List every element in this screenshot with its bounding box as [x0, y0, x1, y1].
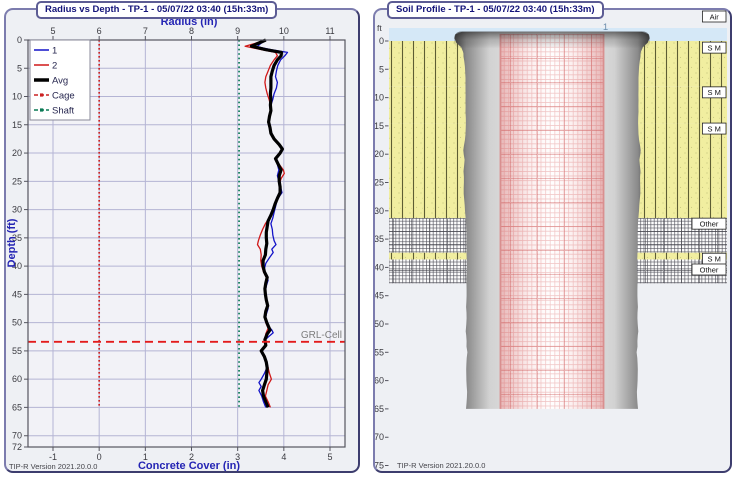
- radius-axis-title: Radius (in): [161, 16, 218, 28]
- legend-marker-Shaft: [40, 108, 44, 112]
- ruler-tick-label: 65: [375, 404, 384, 414]
- radius-tick-label: 10: [279, 26, 289, 36]
- wire-1-label: 1: [603, 22, 608, 33]
- depth-tick-label: 60: [12, 374, 22, 384]
- depth-tick-label: 35: [12, 233, 22, 243]
- radius-depth-tab[interactable]: Radius vs Depth - TP-1 - 05/07/22 03:40 …: [36, 1, 278, 19]
- soil-label-air: Air: [710, 12, 720, 21]
- depth-tick-label: 70: [12, 431, 22, 441]
- shaft-top-cap: [454, 31, 650, 49]
- legend-label-Cage: Cage: [52, 91, 75, 102]
- radius-tick-label: 5: [50, 26, 55, 36]
- depth-tick-label: 45: [12, 289, 22, 299]
- radius-depth-panel: GRL-Cell 5 6 7 8 9 10 11 0 5 10 15 20 25 30 35 40 45 50 55…: [4, 8, 360, 473]
- ruler-tick-label: 70: [375, 432, 384, 442]
- depth-tick-label: 72: [12, 442, 22, 452]
- cover-tick-label: -1: [49, 452, 57, 462]
- soil-label-sm: S M: [708, 124, 721, 133]
- radius-depth-chart: GRL-Cell 5 6 7 8 9 10 110510152025303540455055…: [6, 16, 346, 471]
- legend-label-Avg: Avg: [52, 76, 68, 87]
- radius-tick-label: 11: [325, 26, 334, 36]
- cover-tick-label: 1: [143, 452, 148, 462]
- ruler-tick-label: 25: [375, 178, 384, 188]
- ruler-tick-label: 55: [375, 347, 384, 357]
- radius-depth-title: Radius vs Depth - TP-1 - 05/07/22 03:40 …: [45, 4, 269, 15]
- depth-tick-label: 50: [12, 318, 22, 328]
- cover-tick-label: 3: [235, 452, 240, 462]
- soil-label-sm: S M: [708, 43, 721, 52]
- soil-label-box: [691, 263, 727, 276]
- depth-unit-label: ft: [377, 23, 382, 33]
- cover-tick-label: 5: [327, 452, 332, 462]
- depth-tick-label: 15: [12, 120, 22, 130]
- ruler-tick-label: 0: [379, 36, 384, 46]
- soil-profile-drawing: ft 0 5 10 15 20 25 30 35 40 45 50 55 60 65 70 75 Air S M S…: [375, 10, 727, 471]
- ruler-tick-label: 75: [375, 461, 384, 471]
- cage-grid-bold: [500, 33, 604, 409]
- legend-label-Shaft: Shaft: [52, 106, 75, 117]
- soil-profile-panel: ft 0 5 10 15 20 25 30 35 40 45 50 55 60 65 70 75 Air S M S…: [373, 8, 732, 473]
- series-Avg-line: [249, 38, 284, 409]
- ruler-tick-label: 40: [375, 262, 384, 272]
- soil-profile-title: Soil Profile - TP-1 - 05/07/22 03:40 (15…: [396, 4, 595, 15]
- radius-tick-label: 7: [143, 26, 148, 36]
- cover-tick-label: 2: [189, 452, 194, 462]
- cover-axis-title: Concrete Cover (in): [138, 460, 240, 471]
- depth-tick-label: 0: [17, 35, 22, 45]
- soil-label-other: Other: [700, 265, 719, 274]
- soil-profile-tab[interactable]: Soil Profile - TP-1 - 05/07/22 03:40 (15…: [387, 1, 604, 19]
- soil-label-box: [701, 122, 727, 135]
- depth-axis-title: Depth (ft): [6, 218, 18, 267]
- version-label: TIP-R Version 2021.20.0.0: [397, 461, 485, 470]
- soil-label-box: [701, 10, 727, 23]
- ruler-tick-label: 15: [375, 121, 384, 131]
- ruler-tick-label: 45: [375, 291, 384, 301]
- legend-label-2: 2: [52, 61, 57, 72]
- radius-tick-label: 6: [97, 26, 102, 36]
- ruler-tick-label: 5: [379, 64, 384, 74]
- depth-tick-label: 10: [12, 92, 22, 102]
- legend-marker-Cage: [40, 93, 44, 97]
- soil-label-box: [701, 41, 727, 54]
- cover-tick-label: 4: [281, 452, 286, 462]
- legend-label-1: 1: [52, 46, 57, 57]
- radius-tick-label: 8: [189, 26, 194, 36]
- radius-tick-label: 9: [235, 26, 240, 36]
- ruler-tick-label: 50: [375, 319, 384, 329]
- depth-tick-label: 5: [17, 63, 22, 73]
- plot-frame: [27, 39, 346, 448]
- depth-tick-label: 55: [12, 346, 22, 356]
- depth-tick-label: 65: [12, 402, 22, 412]
- soil-label-sm: S M: [708, 255, 721, 264]
- grl-cell-label: GRL-Cell: [301, 330, 342, 341]
- ruler-tick-label: 10: [375, 93, 384, 103]
- cover-tick-label: 0: [97, 452, 102, 462]
- soil-label-other: Other: [700, 219, 719, 228]
- ruler-tick-label: 60: [375, 376, 384, 386]
- depth-tick-label: 20: [12, 148, 22, 158]
- soil-label-box: [691, 217, 727, 230]
- depth-tick-label: 30: [12, 205, 22, 215]
- soil-label-box: [701, 86, 727, 99]
- version-label: TIP-R Version 2021.20.0.0: [9, 462, 97, 471]
- soil-label-sm: S M: [708, 88, 721, 97]
- ruler-tick-label: 20: [375, 149, 384, 159]
- depth-tick-label: 40: [12, 261, 22, 271]
- ruler-tick-label: 35: [375, 234, 384, 244]
- depth-tick-label: 25: [12, 176, 22, 186]
- ruler-tick-label: 30: [375, 206, 384, 216]
